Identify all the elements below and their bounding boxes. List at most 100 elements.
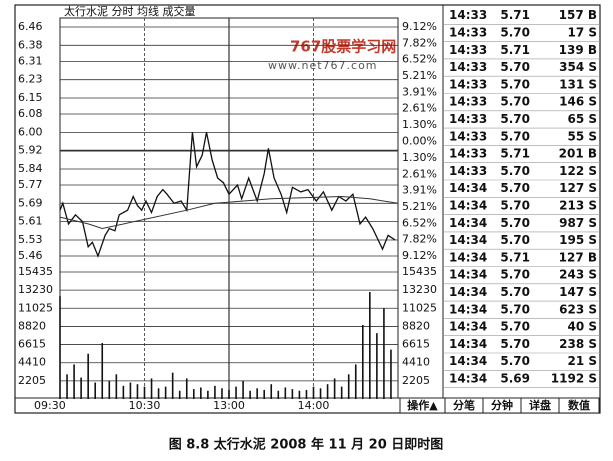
y2-tick-label: 2.61% [402, 102, 437, 115]
trade-price: 5.70 [500, 302, 530, 316]
y2-tick-label: 0.00% [402, 135, 437, 148]
trade-volume: 201 B [559, 147, 597, 161]
trade-time: 14:34 [449, 285, 487, 299]
trade-price: 5.70 [500, 354, 530, 368]
trade-time: 14:34 [449, 337, 487, 351]
y-tick-label: 4410 [18, 356, 46, 369]
y-tick-label: 11025 [18, 301, 53, 314]
y2-tick-label: 9.12% [402, 20, 437, 33]
tab-label[interactable]: 详盘 [529, 398, 551, 412]
trade-time: 14:33 [449, 147, 487, 161]
y-tick-label: 5.53 [18, 233, 43, 246]
trade-volume: 122 S [559, 164, 597, 178]
y2-tick-label: 6615 [402, 338, 430, 351]
trade-price: 5.70 [500, 129, 530, 143]
trade-price: 5.71 [500, 8, 530, 22]
trade-price: 5.70 [500, 60, 530, 74]
trade-volume: 146 S [559, 95, 597, 109]
watermark-url: www.net767.com [268, 59, 378, 72]
y2-tick-label: 15435 [402, 265, 437, 278]
y-tick-label: 5.92 [18, 144, 43, 157]
trade-price: 5.70 [500, 216, 530, 230]
trade-volume: 131 S [559, 77, 597, 91]
y-tick-label: 8820 [18, 319, 46, 332]
trade-time: 14:34 [449, 198, 487, 212]
trade-time: 14:34 [449, 302, 487, 316]
y2-tick-label: 6.52% [402, 53, 437, 66]
y-tick-label: 6.38 [18, 38, 43, 51]
caption: 图 8.8 太行水泥 2008 年 11 月 20 日即时图 [169, 437, 444, 453]
y-tick-label: 5.84 [18, 162, 43, 175]
trade-price: 5.70 [500, 268, 530, 282]
y2-tick-label: 3.91% [402, 184, 437, 197]
trade-volume: 987 S [559, 216, 597, 230]
trade-time: 14:33 [449, 95, 487, 109]
trade-volume: 55 S [567, 129, 597, 143]
y2-tick-label: 7.82% [402, 233, 437, 246]
trade-price: 5.70 [500, 198, 530, 212]
y2-tick-label: 13230 [402, 283, 437, 296]
trade-price: 5.71 [500, 147, 530, 161]
trade-price: 5.71 [500, 250, 530, 264]
y-tick-label: 6.08 [18, 107, 43, 120]
x-tick-label: 13:00 [213, 399, 245, 412]
trade-volume: 354 S [559, 60, 597, 74]
trade-volume: 40 S [567, 320, 597, 334]
trade-time: 14:33 [449, 60, 487, 74]
y-tick-label: 5.46 [18, 249, 43, 262]
x-tick-label: 14:00 [298, 399, 330, 412]
frame [14, 4, 601, 414]
tab[interactable] [558, 397, 600, 414]
y-tick-label: 5.69 [18, 196, 43, 209]
trade-time: 14:33 [449, 25, 487, 39]
trade-time: 14:34 [449, 354, 487, 368]
trade-volume: 127 B [559, 250, 597, 264]
trade-time: 14:33 [449, 8, 487, 22]
trade-time: 14:33 [449, 164, 487, 178]
trade-volume: 147 S [559, 285, 597, 299]
y-tick-label: 5.77 [18, 178, 43, 191]
trade-price: 5.70 [500, 112, 530, 126]
trade-volume: 17 S [567, 25, 597, 39]
trade-price: 5.71 [500, 43, 530, 57]
trade-volume: 243 S [559, 268, 597, 282]
trade-volume: 127 S [559, 181, 597, 195]
trade-price: 5.70 [500, 164, 530, 178]
y-tick-label: 6.15 [18, 91, 43, 104]
y-tick-label: 15435 [18, 265, 53, 278]
trade-volume: 21 S [567, 354, 597, 368]
trade-price: 5.70 [500, 181, 530, 195]
tab-label[interactable]: 操作▲ [407, 398, 438, 412]
trade-time: 14:33 [449, 129, 487, 143]
trade-time: 14:34 [449, 250, 487, 264]
trade-volume: 139 B [559, 43, 597, 57]
trade-price: 5.70 [500, 285, 530, 299]
y-tick-label: 13230 [18, 283, 53, 296]
y-tick-label: 6.31 [18, 54, 43, 67]
trade-time: 14:34 [449, 181, 487, 195]
y2-tick-label: 7.82% [402, 36, 437, 49]
y2-tick-label: 11025 [402, 301, 437, 314]
x-tick-label: 09:30 [34, 399, 66, 412]
trade-volume: 623 S [559, 302, 597, 316]
y2-tick-label: 1.30% [402, 118, 437, 131]
trade-volume: 157 B [559, 8, 597, 22]
trade-price: 5.70 [500, 233, 530, 247]
trade-price: 5.70 [500, 25, 530, 39]
chart-title: 太行水泥 分时 均线 成交量 [64, 4, 196, 18]
trade-volume: 1192 S [551, 371, 597, 385]
tab-label[interactable]: 分笔 [453, 398, 475, 412]
y2-tick-label: 1.30% [402, 151, 437, 164]
y2-tick-label: 3.91% [402, 85, 437, 98]
y2-tick-label: 2205 [402, 374, 430, 387]
y-tick-label: 2205 [18, 374, 46, 387]
trade-time: 14:33 [449, 43, 487, 57]
trade-price: 5.70 [500, 95, 530, 109]
tab-label[interactable]: 数值 [568, 398, 590, 412]
trade-time: 14:33 [449, 112, 487, 126]
tab-label[interactable]: 分钟 [491, 398, 513, 412]
price-line [59, 195, 399, 230]
trade-volume: 65 S [567, 112, 597, 126]
trade-time: 14:34 [449, 216, 487, 230]
trade-time: 14:34 [449, 320, 487, 334]
